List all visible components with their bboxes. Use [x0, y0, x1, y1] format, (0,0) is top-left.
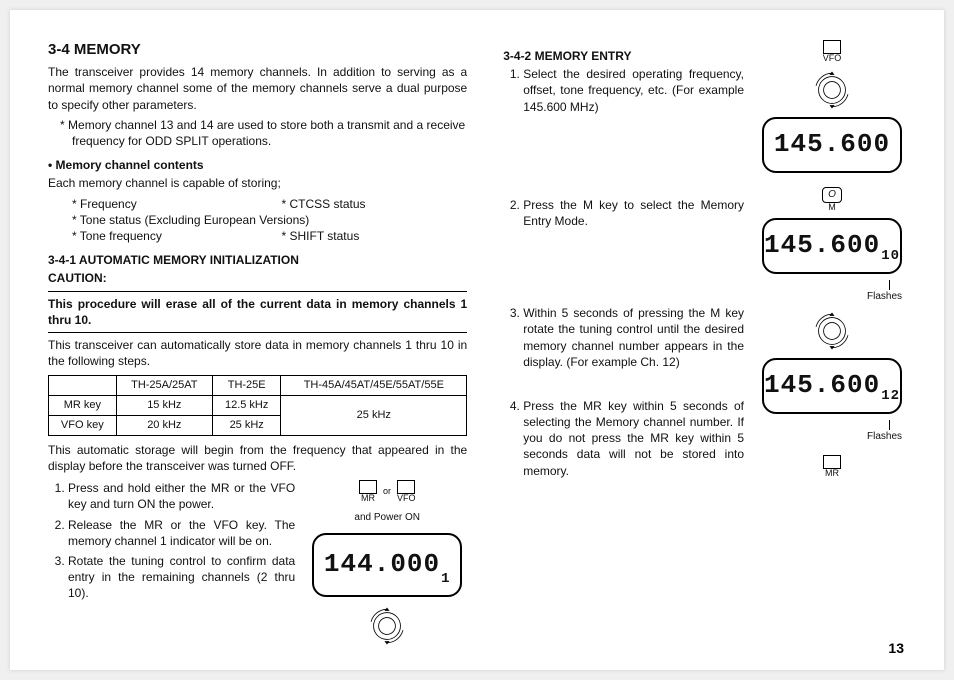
- mem-contents-heading: Memory channel contents: [48, 157, 467, 173]
- section-heading: 3-4 MEMORY: [48, 40, 467, 60]
- left-figure: MR or VFO and Power ON 144.000 1: [307, 480, 467, 647]
- mc-tone-status: * Tone status (Excluding European Versio…: [72, 212, 467, 228]
- th: TH-25E: [212, 376, 280, 396]
- mc-ctcss: * CTCSS status: [282, 196, 468, 212]
- r-step-4: Press the MR key within 5 seconds of sel…: [523, 398, 744, 479]
- right-figures: VFO 145.600 O M 145.600 10: [758, 40, 906, 652]
- mem-contents-list: * Frequency * CTCSS status * Tone status…: [48, 196, 467, 245]
- after-table: This automatic storage will begin from t…: [48, 442, 467, 474]
- section-title: MEMORY: [74, 41, 141, 58]
- button-icon: [823, 40, 841, 54]
- knob-icon: [811, 310, 853, 352]
- mc-tone-freq: * Tone frequency: [72, 228, 264, 244]
- right-steps: Select the desired operating frequency, …: [503, 66, 744, 479]
- td: 25 kHz: [281, 396, 467, 436]
- right-column: 3-4-2 MEMORY ENTRY Select the desired op…: [503, 40, 906, 652]
- lcd-main: 145.600: [774, 127, 890, 162]
- td: VFO key: [49, 415, 117, 435]
- vfo-button-icon: VFO: [397, 480, 416, 503]
- caution-body: This procedure will erase all of the cur…: [48, 296, 467, 328]
- lcd-display: 144.000 1: [312, 533, 462, 597]
- rule: [48, 332, 467, 333]
- r-step-3: Within 5 seconds of pressing the M key r…: [523, 305, 744, 370]
- left-column: 3-4 MEMORY The transceiver provides 14 m…: [48, 40, 467, 652]
- th: TH-45A/45AT/45E/55AT/55E: [281, 376, 467, 396]
- vfo-button-icon: VFO: [823, 40, 842, 63]
- manual-page: 3-4 MEMORY The transceiver provides 14 m…: [10, 10, 944, 670]
- lcd-main: 145.600: [764, 228, 880, 263]
- page-number: 13: [888, 640, 904, 656]
- s341-heading: 3-4-1 AUTOMATIC MEMORY INITIALIZATION: [48, 252, 467, 268]
- caution-label: CAUTION:: [48, 270, 467, 286]
- m-button-icon: O M: [822, 187, 842, 212]
- lcd-display-2: 145.600 10: [762, 218, 902, 274]
- td: 12.5 kHz: [212, 396, 280, 416]
- left-steps: Press and hold either the MR or the VFO …: [48, 480, 295, 647]
- button-icon: [823, 455, 841, 469]
- mr-vfo-buttons: MR or VFO: [359, 480, 416, 503]
- button-icon: [359, 480, 377, 494]
- right-text: 3-4-2 MEMORY ENTRY Select the desired op…: [503, 40, 744, 652]
- steps-with-figure: Press and hold either the MR or the VFO …: [48, 480, 467, 647]
- mc-frequency: * Frequency: [72, 196, 264, 212]
- lcd-sub: 1: [441, 570, 450, 589]
- intro-text: The transceiver provides 14 memory chann…: [48, 64, 467, 113]
- power-on-caption: and Power ON: [354, 511, 420, 525]
- step-3: Rotate the tuning control to confirm dat…: [68, 553, 295, 602]
- section-number: 3-4: [48, 41, 70, 58]
- step-1: Press and hold either the MR or the VFO …: [68, 480, 295, 512]
- knob-icon: [366, 605, 408, 647]
- mc-shift: * SHIFT status: [282, 228, 468, 244]
- table-row: TH-25A/25AT TH-25E TH-45A/45AT/45E/55AT/…: [49, 376, 467, 396]
- odd-split-note: * Memory channel 13 and 14 are used to s…: [72, 117, 467, 149]
- table-row: MR key 15 kHz 12.5 kHz 25 kHz: [49, 396, 467, 416]
- step-2: Release the MR or the VFO key. The memor…: [68, 517, 295, 549]
- mr-button-icon: MR: [359, 480, 377, 503]
- r-step-1: Select the desired operating frequency, …: [523, 66, 744, 115]
- flashes-callout: Flashes: [762, 420, 902, 444]
- lcd-main: 145.600: [764, 368, 880, 403]
- lcd-sub: 10: [881, 247, 900, 266]
- th: TH-25A/25AT: [116, 376, 212, 396]
- lcd-display-3: 145.600 12: [762, 358, 902, 414]
- td: MR key: [49, 396, 117, 416]
- td: 15 kHz: [116, 396, 212, 416]
- button-icon: [397, 480, 415, 494]
- lcd-main: 144.000: [324, 547, 440, 582]
- mem-contents-lead: Each memory channel is capable of storin…: [48, 175, 467, 191]
- after-caution: This transceiver can automatically store…: [48, 337, 467, 369]
- s342-heading: 3-4-2 MEMORY ENTRY: [503, 48, 744, 64]
- r-step-2: Press the M key to select the Memory Ent…: [523, 197, 744, 229]
- mr-button-icon: MR: [823, 455, 841, 478]
- rule: [48, 291, 467, 292]
- oval-button-icon: O: [822, 187, 842, 203]
- lcd-sub: 12: [881, 387, 900, 406]
- knob-icon: [811, 69, 853, 111]
- flashes-callout: Flashes: [762, 280, 902, 304]
- td: 25 kHz: [212, 415, 280, 435]
- or-label: or: [383, 487, 391, 496]
- th: [49, 376, 117, 396]
- step-table: TH-25A/25AT TH-25E TH-45A/45AT/45E/55AT/…: [48, 375, 467, 436]
- td: 20 kHz: [116, 415, 212, 435]
- lcd-display-1: 145.600: [762, 117, 902, 173]
